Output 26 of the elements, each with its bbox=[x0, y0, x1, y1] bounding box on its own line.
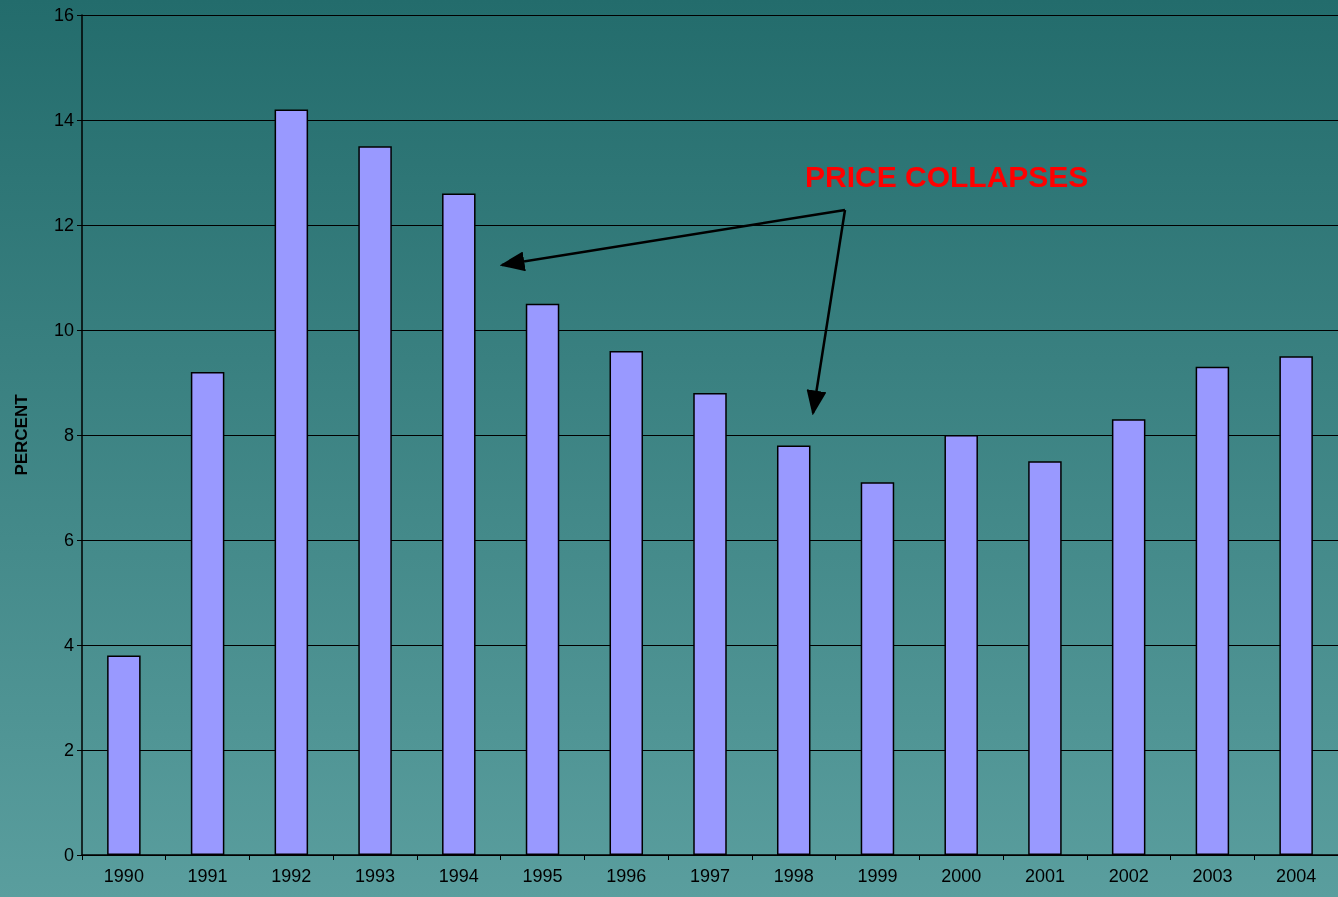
x-tick-label: 1998 bbox=[773, 866, 814, 886]
y-axis-title: PERCENT bbox=[12, 393, 31, 476]
y-tick-label: 8 bbox=[63, 425, 74, 445]
y-tick-label: 16 bbox=[53, 5, 74, 25]
x-tick-label: 2000 bbox=[941, 866, 982, 886]
y-tick-label: 2 bbox=[63, 740, 74, 760]
x-tick-label: 1990 bbox=[103, 866, 144, 886]
y-tick-label: 14 bbox=[53, 110, 74, 130]
x-tick-label: 1996 bbox=[606, 866, 647, 886]
x-tick-label: 2001 bbox=[1024, 866, 1065, 886]
x-tick-label: 1992 bbox=[271, 866, 312, 886]
y-tick-label: 12 bbox=[53, 215, 74, 235]
x-tick-label: 2004 bbox=[1276, 866, 1317, 886]
x-tick-label: 1999 bbox=[857, 866, 898, 886]
y-tick-label: 6 bbox=[63, 530, 74, 550]
x-tick-label: 1991 bbox=[187, 866, 228, 886]
y-tick-label: 4 bbox=[63, 635, 74, 655]
x-tick-label: 1993 bbox=[355, 866, 396, 886]
y-tick-label: 10 bbox=[53, 320, 74, 340]
x-tick-label: 2003 bbox=[1192, 866, 1233, 886]
y-tick-label: 0 bbox=[63, 845, 74, 865]
x-tick-label: 2002 bbox=[1108, 866, 1149, 886]
x-tick-label: 1994 bbox=[438, 866, 479, 886]
annotation: PRICE COLLAPSES bbox=[805, 159, 1089, 193]
x-tick-label: 1995 bbox=[522, 866, 563, 886]
x-tick-label: 1997 bbox=[689, 866, 731, 886]
